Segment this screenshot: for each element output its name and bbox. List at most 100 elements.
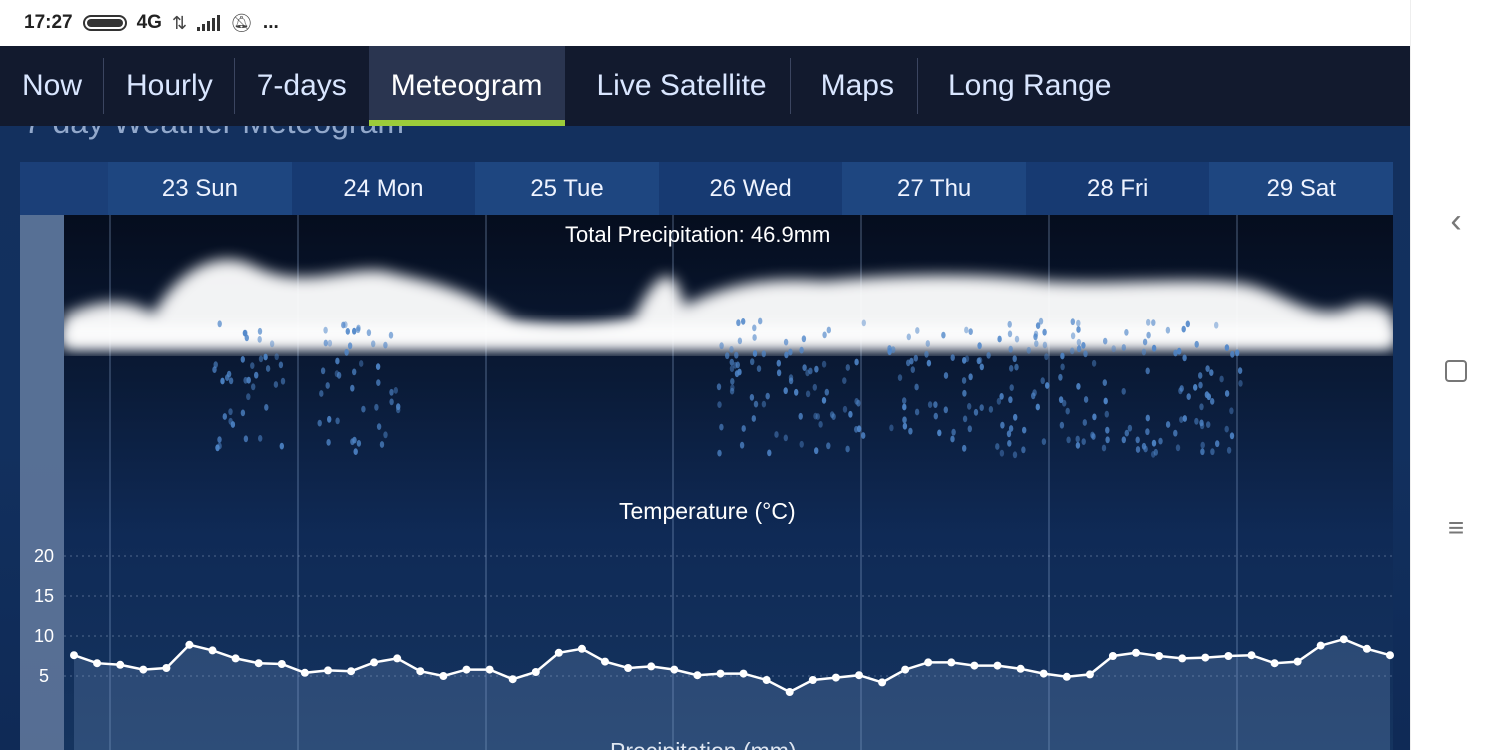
rain-drop (829, 411, 835, 418)
rain-drop (914, 383, 919, 391)
tab-maps[interactable]: Maps (791, 46, 918, 126)
rain-drop (799, 346, 804, 354)
temperature-point[interactable] (1270, 659, 1279, 668)
temperature-point[interactable] (70, 651, 78, 660)
rain-drop (1127, 424, 1133, 432)
temperature-point[interactable] (924, 658, 933, 667)
temperature-point[interactable] (531, 668, 540, 676)
temperature-point[interactable] (1201, 653, 1210, 662)
temperature-point[interactable] (508, 675, 517, 684)
rain-drop (1062, 399, 1067, 407)
rain-drop (961, 377, 967, 384)
rain-drop (1175, 444, 1181, 452)
temperature-point[interactable] (647, 662, 656, 671)
rain-drop (257, 336, 262, 343)
rain-drop (1229, 407, 1234, 415)
temperature-point[interactable] (1016, 664, 1025, 673)
temperature-point[interactable] (93, 659, 102, 668)
rain-drop (995, 443, 1000, 450)
temperature-point[interactable] (762, 676, 771, 684)
temperature-point[interactable] (1178, 654, 1187, 663)
temperature-point[interactable] (254, 659, 263, 668)
rain-drop (1059, 421, 1065, 429)
rain-drop (1014, 363, 1019, 371)
temperature-point[interactable] (208, 646, 217, 655)
temperature-point[interactable] (393, 654, 402, 663)
temperature-point[interactable] (462, 665, 471, 674)
rain-drop (1103, 397, 1108, 405)
temperature-point[interactable] (1362, 644, 1371, 653)
temperature-point[interactable] (416, 667, 425, 676)
temperature-point[interactable] (231, 654, 240, 663)
temperature-point[interactable] (485, 665, 494, 674)
temperature-point[interactable] (716, 669, 725, 678)
temperature-point[interactable] (139, 665, 148, 674)
rain-drop (719, 423, 724, 431)
temperature-point[interactable] (993, 661, 1002, 670)
more-status-icon: ... (262, 12, 279, 33)
rain-drop (753, 400, 759, 408)
rain-drop (279, 442, 284, 450)
temperature-point[interactable] (1155, 652, 1164, 660)
temperature-point[interactable] (624, 664, 633, 672)
rain-drop (962, 415, 968, 423)
rain-drop (913, 354, 918, 362)
home-icon[interactable] (1411, 360, 1500, 387)
temperature-point[interactable] (831, 673, 840, 682)
rain-drop (325, 382, 330, 389)
temperature-point[interactable] (693, 671, 702, 680)
rain-drop (927, 401, 933, 408)
temperature-point[interactable] (116, 660, 125, 669)
temperature-point[interactable] (577, 644, 586, 653)
temperature-point[interactable] (1108, 652, 1117, 660)
temperature-point[interactable] (1132, 648, 1140, 657)
temperature-point[interactable] (1062, 672, 1071, 681)
tab-7-days[interactable]: 7-days (256, 69, 347, 102)
temperature-point[interactable] (324, 666, 332, 675)
rain-drop (1194, 340, 1199, 348)
temperature-point[interactable] (1293, 657, 1302, 666)
tab-live-satellite[interactable]: Live Satellite (565, 46, 791, 126)
rain-drop (979, 404, 984, 411)
temperature-point[interactable] (855, 671, 863, 680)
tab-hourly[interactable]: Hourly (104, 46, 235, 126)
temperature-point[interactable] (601, 657, 609, 666)
temperature-point[interactable] (554, 648, 563, 657)
temperature-point[interactable] (947, 658, 956, 667)
rain-drop (1238, 380, 1243, 387)
rain-drop (1206, 421, 1211, 428)
temperature-point[interactable] (370, 658, 379, 667)
temperature-point[interactable] (1247, 651, 1256, 660)
rain-drop (1091, 359, 1097, 367)
temperature-point[interactable] (185, 640, 194, 649)
rain-drop (826, 326, 831, 334)
rain-drop (254, 371, 259, 379)
back-icon[interactable]: ‹ (1450, 202, 1462, 240)
temperature-point[interactable] (162, 664, 171, 672)
temperature-point[interactable] (300, 668, 309, 677)
rain-drop (752, 334, 757, 341)
temperature-point[interactable] (785, 688, 794, 696)
temperature-point[interactable] (1339, 635, 1348, 644)
temperature-point[interactable] (878, 678, 887, 687)
temperature-point[interactable] (1224, 652, 1233, 660)
temperature-point[interactable] (277, 660, 286, 668)
temperature-point[interactable] (901, 665, 910, 674)
temperature-point[interactable] (1386, 651, 1394, 660)
temperature-point[interactable] (739, 669, 748, 678)
menu-icon[interactable]: ≡ (1447, 512, 1465, 543)
temperature-point[interactable] (808, 676, 817, 684)
tab-meteogram[interactable]: Meteogram (368, 46, 565, 126)
temperature-point[interactable] (1085, 670, 1094, 679)
rain-drop (1142, 338, 1148, 346)
temperature-chart[interactable]: 20 15 10 5 (0, 526, 1410, 750)
temperature-point[interactable] (1039, 669, 1048, 678)
temperature-point[interactable] (670, 665, 679, 674)
tab-long-range[interactable]: Long Range (947, 69, 1112, 102)
temperature-point[interactable] (970, 661, 979, 670)
rain-drop (794, 388, 799, 396)
temperature-point[interactable] (1316, 641, 1325, 650)
temperature-point[interactable] (347, 667, 356, 676)
tab-now[interactable]: Now (0, 46, 105, 126)
temperature-point[interactable] (439, 672, 448, 680)
